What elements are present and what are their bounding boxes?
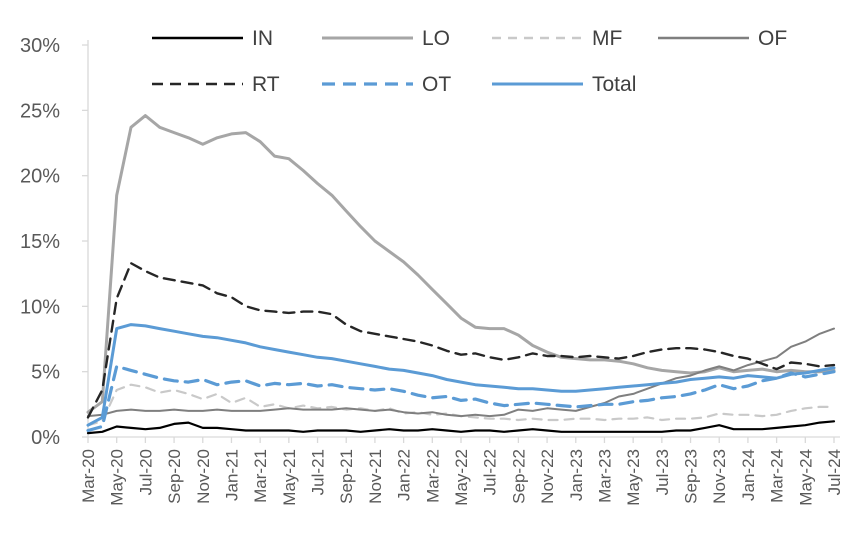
series-line-lo <box>86 114 836 414</box>
x-tick-label: May-23 <box>624 449 643 506</box>
series-line-in <box>86 420 836 435</box>
x-tick-label: Sep-22 <box>509 449 528 504</box>
series-line-total <box>86 323 836 427</box>
x-tick-label: Nov-21 <box>366 449 385 504</box>
series-line-of <box>87 327 835 418</box>
x-tick-label: Jan-23 <box>567 449 586 501</box>
x-tick-label: May-21 <box>280 449 299 506</box>
x-tick-label: Jan-24 <box>739 449 758 501</box>
x-tick-label: Jan-21 <box>222 449 241 501</box>
x-tick-label: May-24 <box>796 449 815 506</box>
x-tick-label: Jul-21 <box>309 449 328 495</box>
x-tick-label: Mar-20 <box>79 449 98 503</box>
y-tick-label: 30% <box>20 35 60 57</box>
series-line-ot <box>86 364 836 433</box>
series-line-mf <box>86 383 836 427</box>
x-tick-label: Jul-20 <box>136 449 155 495</box>
y-tick-label: 0% <box>31 427 60 449</box>
legend-label-ot: OT <box>422 73 451 96</box>
x-tick-label: Jul-22 <box>481 449 500 495</box>
legend-label-lo: LO <box>422 27 450 50</box>
x-tick-label: Jan-22 <box>395 449 414 501</box>
x-tick-label: Nov-23 <box>710 449 729 504</box>
y-tick-label: 5% <box>31 362 60 384</box>
y-tick-label: 20% <box>20 166 60 188</box>
x-tick-label: Sep-21 <box>337 449 356 504</box>
x-tick-label: Mar-22 <box>423 449 442 503</box>
legend-label-mf: MF <box>592 27 622 50</box>
x-tick-label: May-22 <box>452 449 471 506</box>
x-tick-label: Sep-20 <box>165 449 184 504</box>
series-line-rt <box>86 262 836 419</box>
legend-label-of: OF <box>758 27 787 50</box>
y-tick-label: 10% <box>20 296 60 318</box>
x-tick-label: Mar-24 <box>768 449 787 503</box>
x-tick-label: Mar-23 <box>595 449 614 503</box>
x-tick-label: Sep-23 <box>682 449 701 504</box>
x-tick-label: Mar-21 <box>251 449 270 503</box>
y-tick-label: 25% <box>20 100 60 122</box>
legend-label-rt: RT <box>252 73 280 96</box>
y-tick-label: 15% <box>20 231 60 253</box>
x-tick-label: Jul-24 <box>825 449 844 495</box>
legend-label-in: IN <box>252 27 273 50</box>
x-tick-label: May-20 <box>108 449 127 506</box>
legend-label-total: Total <box>592 73 636 96</box>
x-tick-label: Nov-20 <box>194 449 213 504</box>
x-tick-label: Jul-23 <box>653 449 672 495</box>
x-tick-label: Nov-22 <box>538 449 557 504</box>
